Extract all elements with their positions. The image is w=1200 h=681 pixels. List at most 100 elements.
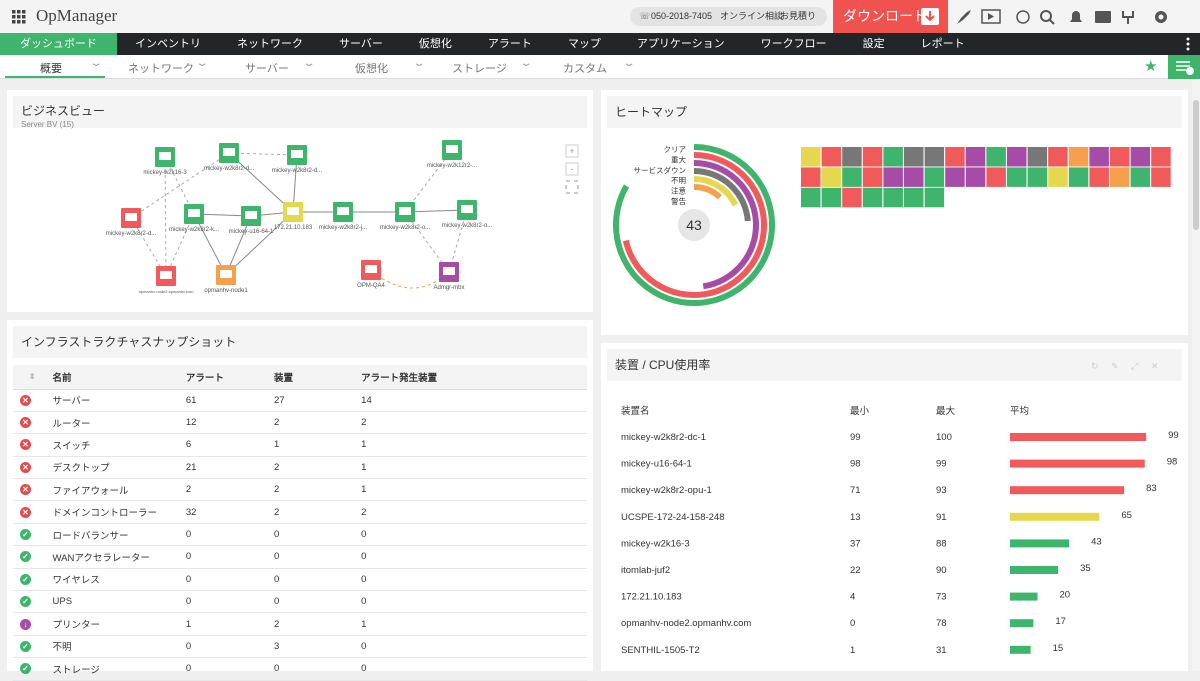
more-icon[interactable] xyxy=(1186,37,1190,51)
sub-tab[interactable]: カスタム xyxy=(563,63,607,75)
device-node[interactable]: mickey-u16-64-1 xyxy=(229,206,274,235)
heat-cell[interactable] xyxy=(1048,167,1068,187)
chevron: ⌄ xyxy=(89,58,103,69)
heat-cell[interactable] xyxy=(904,167,924,187)
heat-cell[interactable] xyxy=(842,187,862,208)
underline-svg xyxy=(5,76,105,78)
nav-tab[interactable]: サーバー xyxy=(339,38,383,50)
heat-cell[interactable] xyxy=(965,167,986,187)
nav-tab[interactable]: 仮想化 xyxy=(418,38,452,50)
nav-tab[interactable]: ネットワーク xyxy=(237,38,303,50)
heat-cell[interactable] xyxy=(842,147,862,167)
fit-button[interactable] xyxy=(565,180,579,194)
heat-cell[interactable] xyxy=(801,167,821,187)
scroll-thumb[interactable] xyxy=(1193,100,1199,230)
heat-cell[interactable] xyxy=(862,167,883,187)
heat-cell[interactable] xyxy=(862,147,883,167)
heat-cell[interactable] xyxy=(945,147,965,167)
heat-cell[interactable] xyxy=(1007,147,1027,167)
device-node[interactable]: mickey-w2k8r2-j... xyxy=(319,202,368,231)
download-button[interactable]: ダウンロード xyxy=(833,0,948,33)
device-node[interactable]: mickey-w2k8r2-o... xyxy=(442,200,493,229)
column-header: アラート発生装置 xyxy=(361,372,438,384)
heat-cell[interactable] xyxy=(1027,167,1048,187)
heat-cell[interactable] xyxy=(821,147,842,167)
heat-cell[interactable] xyxy=(1089,147,1109,167)
apps-icon[interactable] xyxy=(12,10,26,24)
device-node[interactable]: mickey-w2k8r2-d... xyxy=(204,143,255,172)
device-node[interactable]: mickey-w2k16-3 xyxy=(143,147,187,176)
scrollbar[interactable] xyxy=(1192,80,1200,671)
add-widget[interactable] xyxy=(1168,55,1200,79)
widget-tool[interactable]: ✎ xyxy=(1111,361,1119,371)
heat-cell[interactable] xyxy=(986,147,1006,167)
heat-cell[interactable] xyxy=(924,147,945,167)
nav-tab[interactable]: マップ xyxy=(567,38,601,50)
zoom-button[interactable] xyxy=(565,144,579,158)
nav-tab[interactable]: 設定 xyxy=(862,38,885,50)
sub-tab[interactable]: ストレージ xyxy=(452,63,507,75)
heat-cell[interactable] xyxy=(924,187,945,208)
heat-cell[interactable] xyxy=(862,187,883,208)
heat-cell[interactable] xyxy=(1110,167,1130,187)
widget-tool[interactable]: ↻ xyxy=(1091,361,1099,371)
logo[interactable]: OpManager xyxy=(36,6,118,25)
device-node[interactable]: mickey-w2k8r2-o... xyxy=(380,202,431,231)
device-node[interactable]: 172.21.10.183 xyxy=(274,202,313,231)
nav-tab[interactable]: レポート xyxy=(920,38,965,50)
phone[interactable]: 050-2018-7405 xyxy=(651,11,713,21)
table-row: ✕ サーバー 61 27 14 xyxy=(13,389,587,412)
heat-cell[interactable] xyxy=(801,147,821,167)
heat-cell[interactable] xyxy=(821,187,842,208)
heat-cell[interactable] xyxy=(1151,167,1171,187)
heat-cell[interactable] xyxy=(842,167,862,187)
status-ring xyxy=(693,168,751,222)
device-node[interactable]: mickey-w2k8r2-k... xyxy=(169,204,219,233)
heat-cell[interactable] xyxy=(1089,167,1109,187)
device-node[interactable]: mickey-w2k12r2-... xyxy=(427,140,478,169)
heat-cell[interactable] xyxy=(904,147,924,167)
device-node[interactable]: OPM-QA4 xyxy=(357,260,385,289)
heat-cell[interactable] xyxy=(924,167,945,187)
widget-tool[interactable]: ⤢ xyxy=(1130,361,1138,371)
widget-tool[interactable]: ✕ xyxy=(1151,361,1159,371)
device-node[interactable]: mickey-w2k8r2-d... xyxy=(272,145,323,174)
heat-cell[interactable] xyxy=(883,167,903,187)
heat-cell[interactable] xyxy=(883,147,903,167)
nav-tab[interactable]: ワークフロー xyxy=(760,38,827,50)
heatmap-panel: ヒートマップ クリア 重大 サービスダウン 不明 注意 警告 43 xyxy=(601,90,1188,335)
nav-tab[interactable]: アラート xyxy=(487,38,532,50)
heat-cell[interactable] xyxy=(801,187,821,208)
nav-tab[interactable]: ダッシュボード xyxy=(0,33,117,55)
heat-cell[interactable] xyxy=(904,187,924,208)
sub-tab[interactable]: サーバー xyxy=(245,63,289,75)
sub-tab[interactable]: ネットワーク xyxy=(128,63,194,75)
heat-cell[interactable] xyxy=(1048,147,1068,167)
heat-cell[interactable] xyxy=(1151,147,1171,167)
heat-cell[interactable] xyxy=(821,167,842,187)
heat-cell[interactable] xyxy=(1068,147,1089,167)
device-node[interactable]: opmanhv-node1 xyxy=(204,265,248,294)
heat-cell[interactable] xyxy=(945,167,965,187)
device-node[interactable]: opmanhv-node2.opmanhv.com xyxy=(139,266,195,294)
heat-cell[interactable] xyxy=(1110,147,1130,167)
heat-cell[interactable] xyxy=(986,167,1006,187)
heat-cell[interactable] xyxy=(1027,147,1048,167)
favorite-star[interactable]: ★ xyxy=(1144,58,1158,75)
estimate-link[interactable]: お見積り xyxy=(780,11,817,21)
heat-cell[interactable] xyxy=(883,187,903,208)
heat-cell[interactable] xyxy=(1068,167,1089,187)
sub-tab[interactable]: 仮想化 xyxy=(355,63,388,75)
heat-cell[interactable] xyxy=(1007,167,1027,187)
device-node[interactable]: mickey-w2k8r2-d... xyxy=(106,208,157,237)
nav-tab[interactable]: アプリケーション xyxy=(636,38,725,50)
heat-cell[interactable] xyxy=(965,147,986,167)
heat-cell[interactable] xyxy=(1130,167,1151,187)
sub-tab[interactable]: 概要 xyxy=(40,63,62,75)
device-node[interactable]: Admgr-mbx xyxy=(433,262,465,291)
zoom-button[interactable] xyxy=(565,162,579,176)
consult-link[interactable]: オンライン相談 xyxy=(720,11,784,21)
count-cell: 0 xyxy=(274,551,280,563)
heat-cell[interactable] xyxy=(1130,147,1151,167)
nav-tab[interactable]: インベントリ xyxy=(135,38,201,50)
